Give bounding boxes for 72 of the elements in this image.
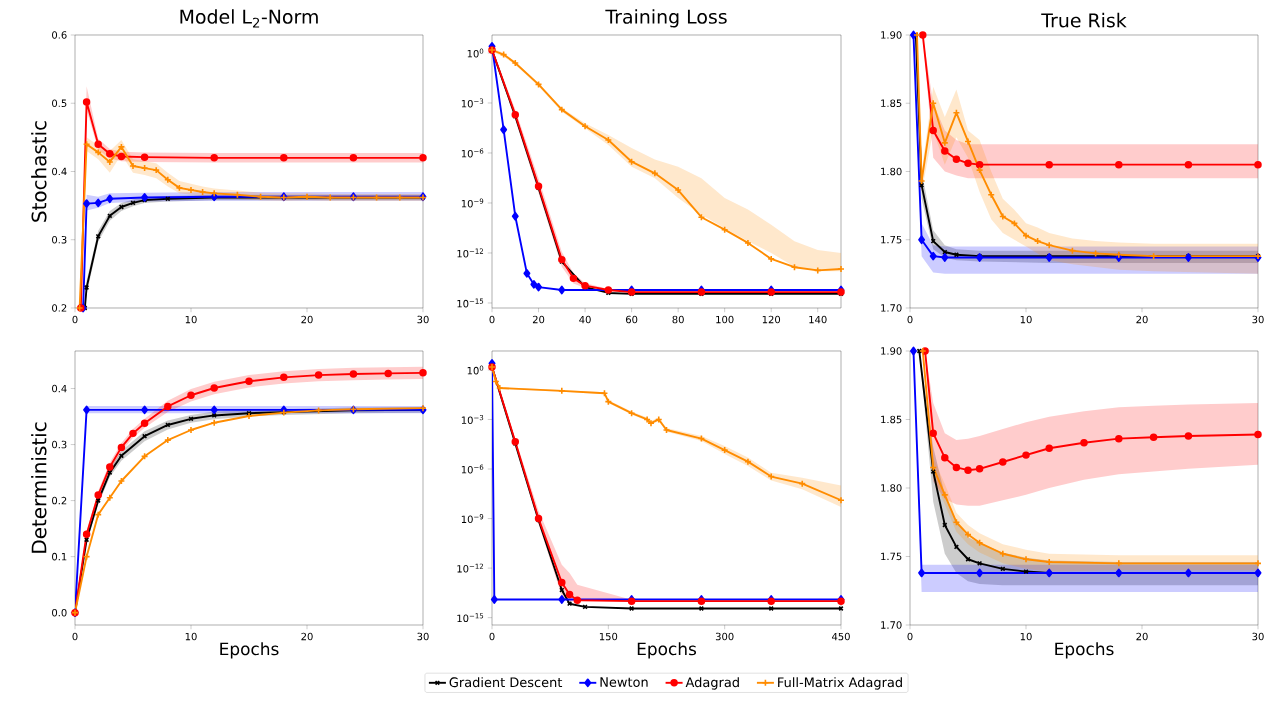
y-tick-label: 10$^{−6}$ <box>461 148 484 158</box>
x-tick-label: 20 <box>301 315 313 324</box>
x-tick-label: 10 <box>185 315 197 324</box>
y-tick-label: 0.6 <box>52 31 67 39</box>
x-tick-label: 140 <box>809 315 827 324</box>
y-tick-label: 0.5 <box>52 99 67 108</box>
y-tick-label: 1.70 <box>881 621 902 629</box>
y-axis-title: Stochastic <box>31 121 47 222</box>
x-tick-label: 30 <box>1252 632 1264 641</box>
y-tick-label: 10$^{−6}$ <box>461 464 484 474</box>
x-tick-label: 100 <box>716 315 734 324</box>
y-tick-label: 10$^{−9}$ <box>461 198 484 208</box>
y-tick-label: 1.75 <box>881 236 902 244</box>
y-axis-title: Deterministic <box>31 422 47 553</box>
x-tick-label: 10 <box>1020 315 1032 324</box>
x-tick-label: 40 <box>579 315 591 324</box>
x-tick-label: 300 <box>715 632 734 641</box>
x-axis-title: Epochs <box>220 642 279 659</box>
legend-label: Newton <box>600 677 648 687</box>
y-tick-label: 10$^{−15}$ <box>457 298 484 308</box>
x-tick-label: 20 <box>532 315 545 324</box>
x-tick-label: 30 <box>417 315 429 324</box>
y-tick-label: 1.80 <box>881 167 902 176</box>
y-tick-label: 10$^{0}$ <box>467 365 484 375</box>
y-tick-label: 1.70 <box>881 304 902 312</box>
y-tick-label: 0.2 <box>52 496 67 505</box>
x-tick-label: 450 <box>831 632 850 641</box>
legend-label: Gradient Descent <box>449 677 563 688</box>
y-tick-label: 0.2 <box>52 304 67 312</box>
y-tick-label: 1.85 <box>881 415 902 424</box>
legend-label: Full-Matrix Adagrad <box>778 677 902 690</box>
x-tick-label: 30 <box>417 632 429 641</box>
y-tick-label: 0.4 <box>52 384 67 393</box>
x-axis-title: Epochs <box>1055 642 1114 659</box>
x-tick-label: 10 <box>185 632 197 641</box>
y-tick-label: 10$^{−15}$ <box>457 613 484 623</box>
chart-title: Model L$_{2}$-Norm <box>180 9 318 28</box>
y-tick-label: 0.1 <box>52 552 67 561</box>
x-tick-label: 10 <box>1020 632 1032 641</box>
x-tick-label: 30 <box>1252 315 1264 324</box>
legend-label: Adagrad <box>685 677 739 690</box>
y-tick-label: 0.3 <box>52 235 67 244</box>
y-tick-label: 1.75 <box>881 552 902 561</box>
y-tick-label: 10$^{−9}$ <box>461 514 484 524</box>
y-tick-label: 1.90 <box>881 31 902 39</box>
x-axis-title: Epochs <box>637 642 697 659</box>
y-tick-label: 10$^{−3}$ <box>461 415 484 424</box>
x-tick-label: 20 <box>1136 632 1148 641</box>
y-tick-label: 1.80 <box>881 484 902 492</box>
x-tick-label: 0 <box>907 315 913 324</box>
x-tick-label: 150 <box>599 632 618 641</box>
y-tick-label: 10$^{−3}$ <box>461 98 484 108</box>
y-tick-label: 10$^{0}$ <box>467 48 484 58</box>
chart-title: Training Loss <box>605 9 727 28</box>
x-tick-label: 120 <box>762 315 781 324</box>
x-tick-label: 0 <box>489 632 495 641</box>
y-tick-label: 1.85 <box>881 99 902 108</box>
x-tick-label: 60 <box>625 315 638 324</box>
x-tick-label: 0 <box>489 315 495 324</box>
y-tick-label: 0.0 <box>52 608 67 617</box>
y-tick-label: 0.4 <box>52 167 67 176</box>
chart-title: True Risk <box>1041 12 1127 28</box>
x-tick-label: 0 <box>72 632 78 641</box>
y-tick-label: 1.90 <box>881 347 902 355</box>
y-tick-label: 10$^{−12}$ <box>457 248 484 258</box>
x-tick-label: 0 <box>907 632 913 641</box>
x-tick-label: 0 <box>72 315 78 324</box>
y-tick-label: 10$^{−12}$ <box>457 563 484 573</box>
x-tick-label: 80 <box>672 315 684 324</box>
y-tick-label: 0.3 <box>52 440 67 449</box>
x-tick-label: 20 <box>301 632 313 641</box>
x-tick-label: 20 <box>1136 315 1148 324</box>
